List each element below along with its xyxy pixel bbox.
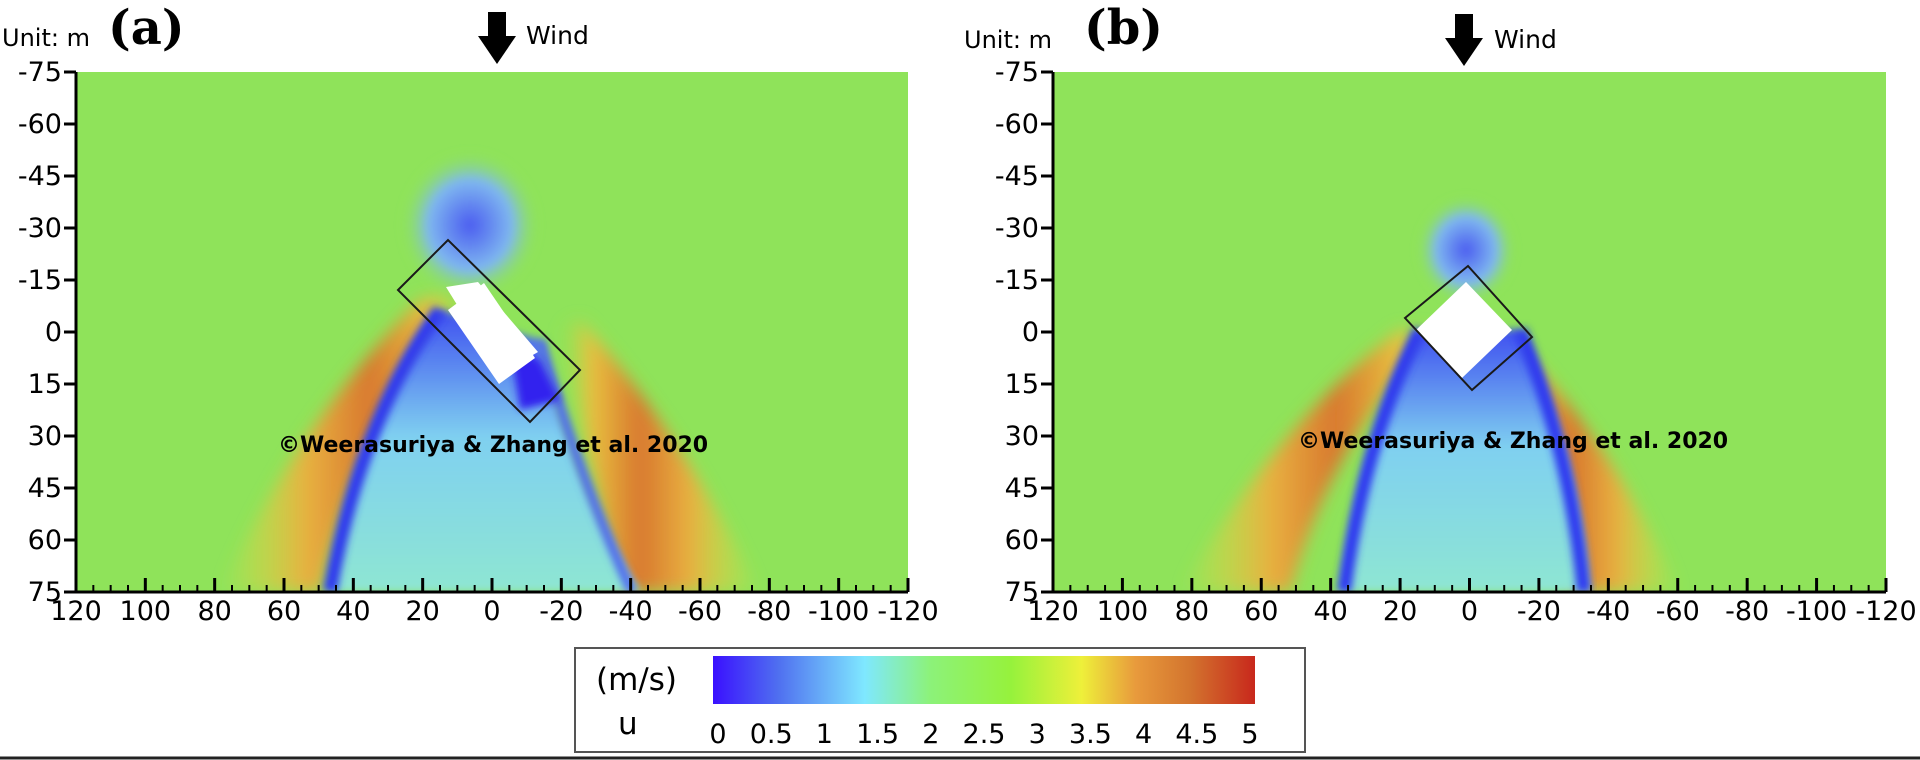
x-tick-label-a: -40 [609,596,653,627]
y-tick-label-b: -45 [995,161,1039,192]
copyright-b: ©Weerasuriya & Zhang et al. 2020 [1298,429,1728,454]
y-tick-label-b: 30 [1005,421,1039,452]
colorbar-tick-label: 3 [1029,719,1046,750]
x-tick-label-b: 40 [1313,596,1347,627]
y-tick-label-b: -75 [995,57,1039,88]
x-tick-label-b: -80 [1725,596,1769,627]
x-tick-label-a: 20 [405,596,439,627]
colorbar-tick-label: 2.5 [963,719,1006,750]
colorbar-tick-label: 3.5 [1069,719,1112,750]
x-tick-label-a: 80 [197,596,231,627]
x-tick-label-b: -60 [1656,596,1700,627]
panel-label-b: (b) [1084,0,1163,56]
colorbar-tick-label: 2 [922,719,939,750]
x-tick-label-b: -40 [1586,596,1630,627]
colorbar-tick-label: 1 [816,719,833,750]
x-tick-label-b: -120 [1855,596,1916,627]
colorbar-tick-label: 4 [1135,719,1152,750]
velocity-field-b [1053,72,1886,592]
unit-label-b: Unit: m [964,26,1052,54]
unit-label-a: Unit: m [2,24,90,52]
x-tick-label-b: 0 [1461,596,1478,627]
x-tick-label-b: 60 [1244,596,1278,627]
wind-label-b: Wind [1494,25,1557,54]
x-ticks-a: 120 100 80 60 40 20 0 -20 -40 -60 -80 -100 -120 [50,578,939,627]
y-tick-label-b: 60 [1005,525,1039,556]
colorbar-tick-label: 1.5 [856,719,899,750]
y-tick-label-a: -75 [18,57,62,88]
colorbar-variable: u [618,706,638,742]
y-tick-label-b: 75 [1005,577,1039,608]
panel-a: -75 -60 -45 -30 -15 0 15 30 45 60 75 120 100 80 60 40 2… [2,0,939,627]
velocity-field-a [76,72,908,592]
copyright-a: ©Weerasuriya & Zhang et al. 2020 [278,433,708,458]
y-tick-label-a: 15 [28,369,62,400]
x-tick-label-a: 120 [50,596,102,627]
colorbar-tick-label: 4.5 [1175,719,1218,750]
colorbar-ticks: 0 0.5 1 1.5 2 2.5 3 3.5 4 4.5 5 [709,719,1258,750]
y-tick-label-a: -60 [18,109,62,140]
colorbar-unit: (m/s) [596,662,677,698]
x-tick-label-b: 80 [1175,596,1209,627]
x-ticks-b: 120 100 80 60 40 20 0 -20 -40 -60 -80 -100 -120 [1027,578,1917,627]
x-tick-label-a: 40 [336,596,370,627]
y-tick-label-a: -45 [18,161,62,192]
x-tick-label-a: -100 [808,596,869,627]
x-tick-label-b: 100 [1097,596,1149,627]
x-tick-label-a: -80 [747,596,791,627]
x-tick-label-a: 60 [267,596,301,627]
colorbar-gradient [713,656,1255,704]
y-tick-label-a: 75 [28,577,62,608]
panel-b: -75 -60 -45 -30 -15 0 15 30 45 60 75 120 100 80 60 40 2… [964,0,1917,627]
x-tick-label-b: -100 [1786,596,1847,627]
colorbar-tick-label: 0.5 [750,719,793,750]
x-tick-label-a: 0 [483,596,500,627]
x-tick-label-a: -120 [877,596,938,627]
x-tick-label-a: -60 [678,596,722,627]
y-tick-label-a: -30 [18,213,62,244]
y-tick-label-b: -30 [995,213,1039,244]
y-tick-label-a: 0 [45,317,62,348]
y-tick-label-a: -15 [18,265,62,296]
y-tick-label-b: 45 [1005,473,1039,504]
y-tick-label-a: 30 [28,421,62,452]
panel-label-a: (a) [108,0,185,56]
x-tick-label-a: 100 [120,596,172,627]
x-tick-label-b: -20 [1517,596,1561,627]
y-tick-label-b: 0 [1022,317,1039,348]
y-ticks-a: -75 -60 -45 -30 -15 0 15 30 45 60 75 [18,57,76,608]
colorbar-tick-label: 0 [709,719,726,750]
y-tick-label-b: -60 [995,109,1039,140]
wind-arrow-icon-a [478,12,516,64]
x-tick-label-b: 20 [1383,596,1417,627]
y-tick-label-a: 60 [28,525,62,556]
y-tick-label-a: 45 [28,473,62,504]
wind-arrow-icon-b [1445,14,1483,66]
x-tick-label-b: 120 [1027,596,1079,627]
colorbar: (m/s) u 0 0.5 1 1.5 2 2.5 3 3.5 4 4.5 5 [574,647,1306,753]
x-tick-label-a: -20 [539,596,583,627]
y-tick-label-b: 15 [1005,369,1039,400]
colorbar-tick-label: 5 [1241,719,1258,750]
y-tick-label-b: -15 [995,265,1039,296]
y-ticks-b: -75 -60 -45 -30 -15 0 15 30 45 60 75 [995,57,1053,608]
wind-label-a: Wind [526,21,589,50]
